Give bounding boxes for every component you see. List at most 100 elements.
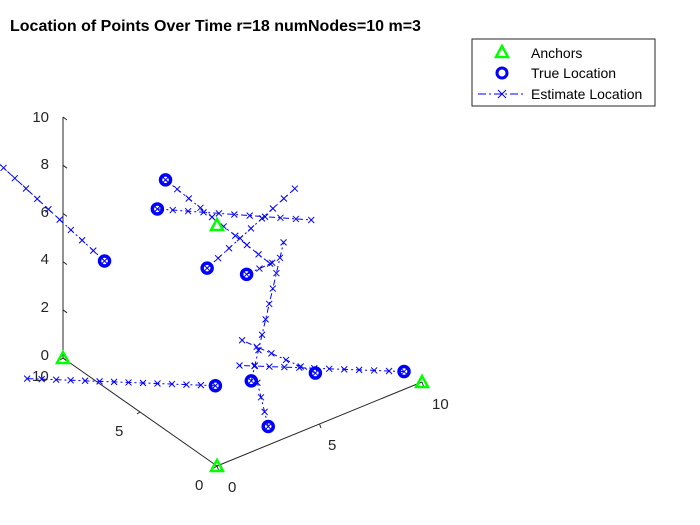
estimate-marker [258,331,266,339]
estimate-marker [173,185,181,193]
estimate-marker [200,208,207,216]
estimate-marker [203,264,211,272]
estimate-marker [110,378,118,386]
estimate-marker [236,362,243,369]
estimate-marker [238,336,246,344]
y-tick-label: 5 [115,423,123,440]
estimate-marker [67,376,74,384]
true-location-point [239,267,254,282]
true-location-point [244,374,259,388]
estimate-marker [268,259,276,267]
estimate-marker [276,254,284,262]
estimate-path [256,382,269,427]
estimate-path [0,163,105,262]
estimate-marker [261,213,269,221]
estimate-marker [307,216,315,224]
estimate-marker [185,195,193,202]
estimate-marker [215,210,223,217]
estimate-path [241,339,316,374]
estimate-marker [33,195,41,203]
estimate-marker [154,380,161,387]
estimate-marker [291,185,299,192]
triangle-icon [493,43,511,59]
legend: Anchors True Location Estimate Location [471,38,656,107]
anchor-series [54,216,431,473]
estimate-marker [255,250,262,258]
estimate-marker [22,185,30,192]
estimate-marker [247,377,255,385]
estimate-marker [266,260,274,268]
estimate-marker [253,343,261,351]
estimate-marker [265,300,273,308]
x-tick-label: 0 [228,479,236,496]
y-tick-mark [59,357,64,361]
estimate-marker [169,206,177,214]
estimate-marker [257,393,265,401]
z-tick-label: 0 [41,347,49,364]
true-location-point [397,364,411,379]
estimate-marker [269,285,277,292]
anchor-point [208,216,226,232]
estimate-marker [139,379,147,387]
x-tick-mark [319,423,322,429]
y-tick-mark [213,465,218,469]
estimate-marker [162,176,169,184]
x-tick-label: 10 [432,396,449,413]
chart-title: Location of Points Over Time r=18 numNod… [10,18,421,35]
estimate-marker [52,376,60,384]
estimate-marker [246,212,254,219]
z-tick-label: 8 [41,156,49,173]
estimate-marker [230,211,238,218]
estimate-path [27,378,216,387]
z-tick-mark [62,261,68,266]
estimate-marker [23,375,31,382]
estimate-marker [247,224,255,232]
estimate-marker [214,254,222,262]
true-location-point [97,254,112,268]
z-tick-mark [62,164,68,169]
z-tick-mark [62,309,68,314]
estimate-marker [370,367,378,374]
estimate-marker [197,204,204,212]
estimate-marker [89,247,97,254]
estimate-marker [11,174,19,182]
estimate-path [250,242,285,381]
estimate-marker [292,215,300,223]
estimate-marker [340,365,348,373]
y-tick-mark [136,411,141,415]
true-location-point [150,202,165,216]
estimate-marker [56,216,64,223]
estimate-marker [262,315,269,323]
estimate-marker [261,408,268,416]
true-location-series [97,173,411,434]
anchor-point [208,457,226,473]
estimate-path [157,208,312,221]
axes-box [62,117,423,467]
z-tick-mark [62,212,68,217]
estimate-path [239,365,405,373]
estimate-marker [38,375,46,383]
legend-label: Anchors [531,45,582,61]
estimate-marker [251,362,258,370]
estimate-marker [236,234,244,242]
estimate-marker [264,423,272,430]
estimate-marker [243,270,250,278]
legend-label: Estimate Location [531,86,642,102]
z-tick-label: 4 [41,251,49,268]
estimate-marker [325,365,333,373]
y-tick-label: 0 [195,477,203,494]
estimate-series [0,163,408,430]
z-tick-label: 2 [41,299,49,316]
estimate-marker [282,356,290,364]
x-marker-icon [497,89,507,99]
anchor-point [54,349,72,365]
estimate-marker [231,232,239,240]
true-location-point [200,261,214,275]
legend-item-anchors: Anchors [493,43,582,61]
estimate-marker [78,236,86,244]
true-location-point [261,419,275,434]
estimate-marker [168,380,176,388]
y-tick-label: 10 [32,368,49,385]
estimate-marker [243,241,251,249]
